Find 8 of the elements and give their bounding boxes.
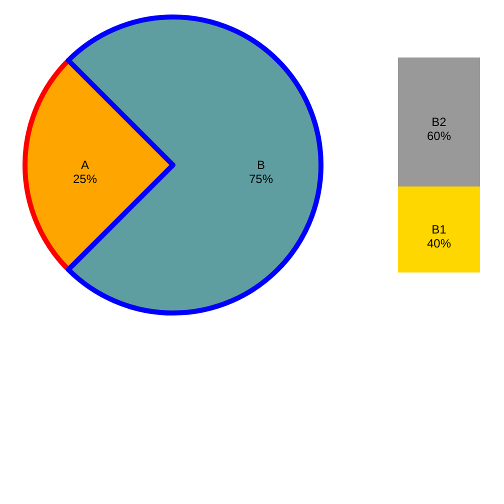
data-label: 40% [426, 236, 452, 250]
data-label: 75% [248, 172, 274, 186]
series-label: B1 [432, 222, 447, 236]
slice-label: A [80, 158, 90, 172]
slice-label: B [256, 158, 266, 172]
data-label: 25% [72, 172, 98, 186]
series-label: B2 [432, 115, 447, 129]
data-label: 60% [426, 129, 452, 143]
